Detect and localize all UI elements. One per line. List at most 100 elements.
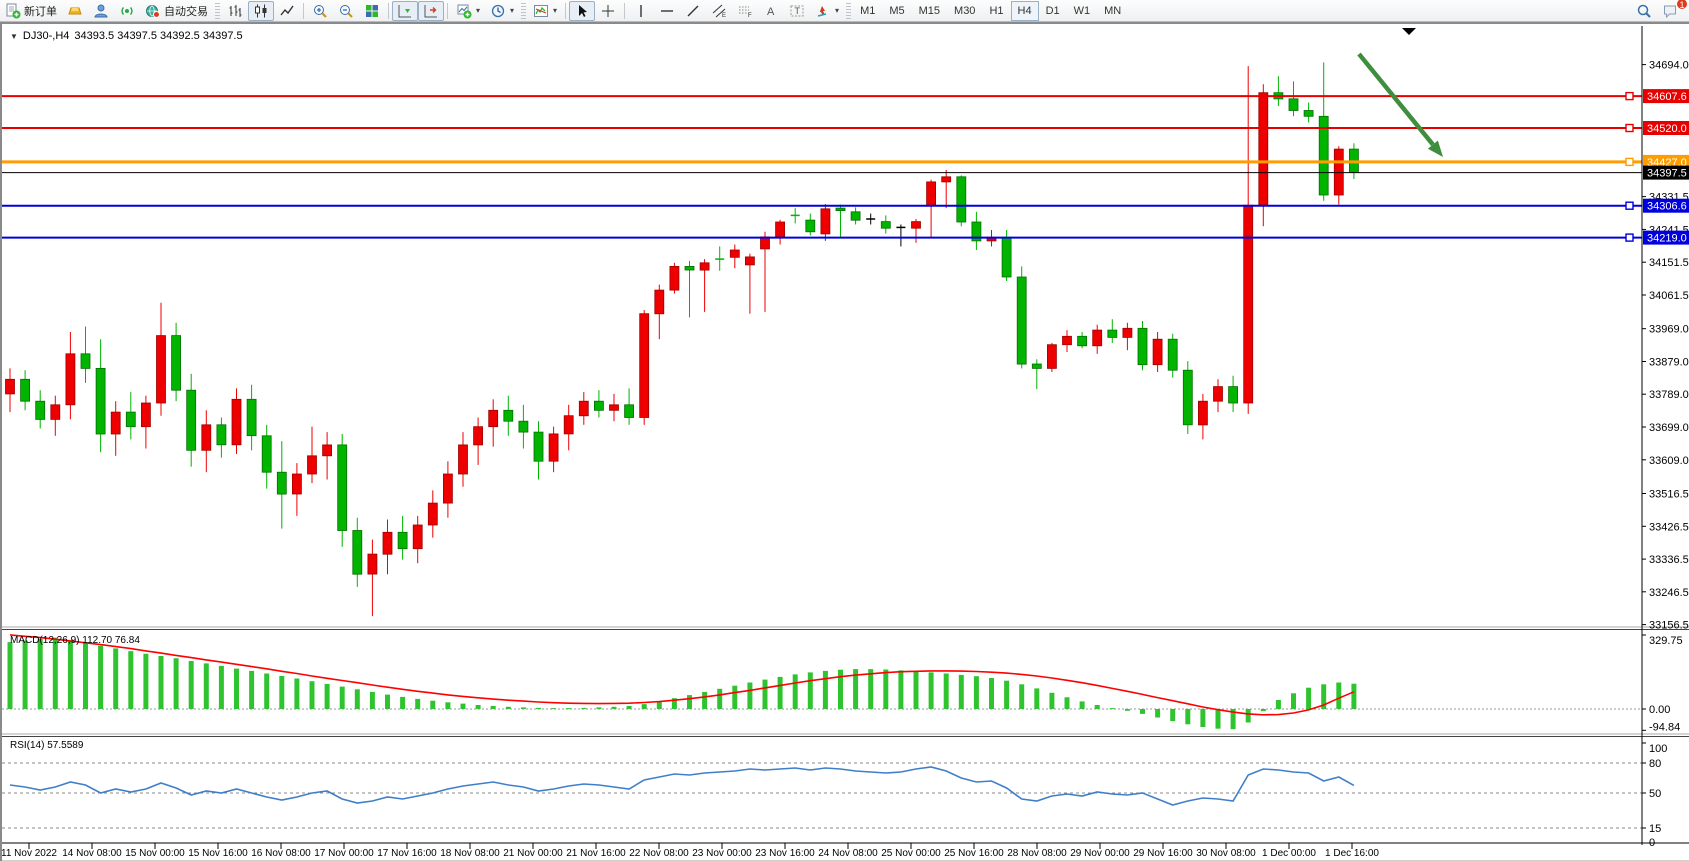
- svg-text:11 Nov 2022: 11 Nov 2022: [2, 848, 57, 859]
- arrow-objects-icon: [817, 5, 827, 17]
- svg-text:25 Nov 00:00: 25 Nov 00:00: [881, 848, 941, 859]
- text-tool[interactable]: A: [758, 1, 784, 21]
- svg-text:15 Nov 00:00: 15 Nov 00:00: [125, 848, 185, 859]
- candlestick-chart-button[interactable]: [248, 0, 274, 21]
- arrow-annotation[interactable]: [1357, 52, 1443, 157]
- bar-chart-button[interactable]: [222, 1, 248, 21]
- svg-text:22 Nov 08:00: 22 Nov 08:00: [629, 848, 689, 859]
- svg-text:28 Nov 08:00: 28 Nov 08:00: [1007, 848, 1067, 859]
- candles: [5, 62, 1359, 617]
- zoom-out-button[interactable]: [333, 1, 359, 21]
- new-chart-button[interactable]: ▾: [451, 1, 485, 21]
- timeframe-button-h4[interactable]: H4: [1010, 0, 1039, 21]
- svg-text:34151.5: 34151.5: [1649, 257, 1689, 269]
- text-label-tool[interactable]: T: [784, 1, 810, 21]
- svg-text:E: E: [722, 13, 726, 19]
- search-button[interactable]: [1631, 1, 1657, 21]
- indicators-button[interactable]: ▾: [528, 1, 562, 21]
- svg-text:33699.0: 33699.0: [1649, 422, 1689, 434]
- svg-text:F: F: [748, 13, 752, 19]
- svg-text:33426.5: 33426.5: [1649, 521, 1689, 533]
- svg-text:29 Nov 00:00: 29 Nov 00:00: [1070, 848, 1130, 859]
- new-order-label: 新订单: [24, 5, 57, 18]
- gold-button[interactable]: [62, 1, 88, 21]
- candlestick-chart-icon: [255, 4, 267, 17]
- zoom-in-button[interactable]: [307, 1, 333, 21]
- svg-text:T: T: [795, 6, 801, 16]
- tile-windows-button[interactable]: [359, 1, 385, 21]
- pane-separators[interactable]: [2, 626, 1689, 737]
- svg-text:33969.0: 33969.0: [1649, 324, 1689, 336]
- periods-button[interactable]: ▾: [485, 1, 519, 21]
- horizontal-line-tool[interactable]: [654, 1, 680, 21]
- chat-bubble-icon: [1664, 5, 1676, 18]
- svg-text:33789.0: 33789.0: [1649, 389, 1689, 401]
- indicators-icon: [534, 4, 549, 17]
- chart-symbol-period: DJ30-,H4: [22, 30, 70, 42]
- profile-chart-icon: [94, 4, 108, 17]
- svg-text:16 Nov 08:00: 16 Nov 08:00: [251, 848, 311, 859]
- svg-text:33516.5: 33516.5: [1649, 489, 1689, 501]
- chart-canvas[interactable]: 34694.034331.534241.534151.534061.533969…: [2, 24, 1689, 861]
- svg-text:15 Nov 16:00: 15 Nov 16:00: [188, 848, 248, 859]
- broadcast-button[interactable]: [114, 1, 140, 21]
- new-order-button[interactable]: 新订单: [0, 1, 62, 21]
- timeframe-button-m30[interactable]: M30: [954, 4, 976, 17]
- timeframe-button-m1[interactable]: M1: [860, 4, 876, 17]
- svg-text:33246.5: 33246.5: [1649, 587, 1689, 599]
- line-chart-icon: [280, 5, 294, 15]
- svg-text:15: 15: [1649, 823, 1661, 835]
- auto-trading-button[interactable]: 自动交易: [140, 1, 213, 21]
- gold-ingot-icon: [68, 7, 82, 14]
- timeframe-toolbar: M1 M5 M15 M30 H1 H4 D1 W1 MN: [853, 0, 1128, 21]
- equidistant-channel-icon: E: [712, 4, 726, 19]
- svg-text:1 Dec 16:00: 1 Dec 16:00: [1325, 848, 1379, 859]
- timeframe-button-mn[interactable]: MN: [1104, 4, 1122, 17]
- toolbar-grip: [846, 2, 852, 19]
- macd-indicator-label: MACD(12,26,9) 112.70 76.84: [10, 635, 140, 646]
- arrows-tool[interactable]: ▾: [810, 1, 844, 21]
- main-toolbar: 新订单 自动交易: [0, 0, 1689, 22]
- timeframe-button-d1[interactable]: D1: [1045, 4, 1060, 17]
- horizontal-line-icon: [661, 9, 674, 12]
- chart-window[interactable]: 34694.0 34331.5 34241.5 34151.5 34061.5 33969…: [0, 22, 1689, 861]
- price-axis[interactable]: 34694.034331.534241.534151.534061.533969…: [1641, 26, 1689, 849]
- timeframe-button-w1[interactable]: W1: [1073, 4, 1091, 17]
- crosshair-tool-button[interactable]: [595, 1, 621, 21]
- fibonacci-tool[interactable]: F: [732, 1, 758, 21]
- trendline-tool[interactable]: [680, 1, 706, 21]
- broadcast-icon: [121, 6, 133, 15]
- chart-shift-marker[interactable]: [1402, 28, 1416, 35]
- rsi-pane: [2, 762, 1642, 829]
- new-chart-caret: ▾: [476, 6, 481, 15]
- timeframe-button-m15[interactable]: M15: [918, 4, 941, 17]
- time-axis[interactable]: 11 Nov 2022 14 Nov 08:00 15 Nov 00:00 15 No…: [2, 842, 1689, 859]
- cursor-tool-button[interactable]: [569, 0, 596, 21]
- svg-text:25 Nov 16:00: 25 Nov 16:00: [944, 848, 1004, 859]
- svg-text:100: 100: [1649, 743, 1667, 755]
- svg-text:23 Nov 00:00: 23 Nov 00:00: [692, 848, 752, 859]
- chart-shift-button[interactable]: [418, 0, 444, 21]
- notifications-button[interactable]: 1: [1657, 0, 1688, 21]
- svg-text:0.00: 0.00: [1649, 704, 1670, 716]
- auto-trading-label: 自动交易: [164, 5, 208, 18]
- notification-badge: 1: [1676, 0, 1688, 10]
- svg-text:34061.5: 34061.5: [1649, 290, 1689, 302]
- svg-text:21 Nov 00:00: 21 Nov 00:00: [503, 848, 563, 859]
- text-icon: A: [767, 6, 775, 18]
- auto-scroll-button[interactable]: [392, 0, 418, 21]
- chart-title: ▼ DJ30-,H4 34393.5 34397.5 34392.5 34397…: [10, 30, 243, 42]
- profile-button[interactable]: [88, 1, 114, 21]
- equidistant-channel-tool[interactable]: E: [706, 1, 732, 21]
- bar-chart-icon: [229, 4, 242, 17]
- line-chart-button[interactable]: [274, 1, 300, 21]
- svg-text:24 Nov 08:00: 24 Nov 08:00: [818, 848, 878, 859]
- timeframe-button-m5[interactable]: M5: [889, 4, 905, 17]
- timeframe-button-h1[interactable]: H1: [989, 4, 1004, 17]
- new-order-icon: [6, 3, 21, 18]
- horizontal-lines[interactable]: [2, 91, 1642, 242]
- symbol-dropdown-icon[interactable]: ▼: [10, 31, 18, 41]
- chart-shift-icon: [424, 4, 437, 17]
- vertical-line-tool[interactable]: [628, 1, 654, 21]
